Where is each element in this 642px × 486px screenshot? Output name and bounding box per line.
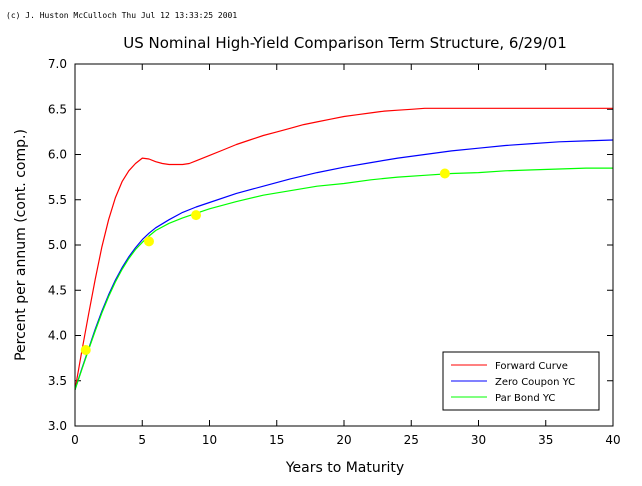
y-tick-label: 4.0 [48,329,67,343]
series-lines [74,107,614,390]
y-tick-label: 3.5 [48,374,67,388]
series-line-par-bond-yc [74,167,613,390]
plot-frame [74,63,614,427]
legend-label-forward-curve: Forward Curve [495,361,568,372]
observed-point [80,344,91,355]
legend-label-par-bond-yc: Par Bond YC [495,393,555,404]
x-tick-label: 20 [336,433,351,447]
x-tick-label: 15 [269,433,284,447]
series-line-zero-coupon-yc [74,139,614,390]
y-tick-label: 5.5 [48,193,67,207]
y-tick-label: 6.5 [48,102,67,116]
copyright-text: (c) J. Huston McCulloch Thu Jul 12 13:33… [6,11,237,20]
y-tick-label: 7.0 [48,57,67,71]
series-line-forward-curve [74,107,613,390]
observed-point [143,236,154,247]
chart-title: US Nominal High-Yield Comparison Term St… [123,34,567,52]
x-tick-label: 0 [71,433,79,447]
y-tick-label: 3.0 [48,419,67,433]
y-tick-label: 6.0 [48,148,67,162]
y-axis-label: Percent per annum (cont. comp.) [13,129,29,361]
legend-label-zero-coupon-yc: Zero Coupon YC [495,377,575,388]
x-tick-label: 5 [138,433,146,447]
x-tick-label: 10 [202,433,217,447]
y-tick-label: 4.5 [48,283,67,297]
x-tick-label: 30 [471,433,486,447]
x-tick-label: 40 [605,433,620,447]
legend: Forward Curve Zero Coupon YC Par Bond YC [442,351,600,411]
x-axis-label: Years to Maturity [285,460,404,476]
axis-ticks: 0 5 10 15 20 25 30 35 40 3.0 3.5 4.0 4.5 5.0 5.5 6.0 6.5… [48,57,621,447]
x-tick-label: 35 [538,433,553,447]
y-tick-label: 5.0 [48,238,67,252]
x-tick-label: 25 [404,433,419,447]
observed-point [439,168,450,179]
observed-point [191,210,202,221]
observed-points [80,168,450,355]
